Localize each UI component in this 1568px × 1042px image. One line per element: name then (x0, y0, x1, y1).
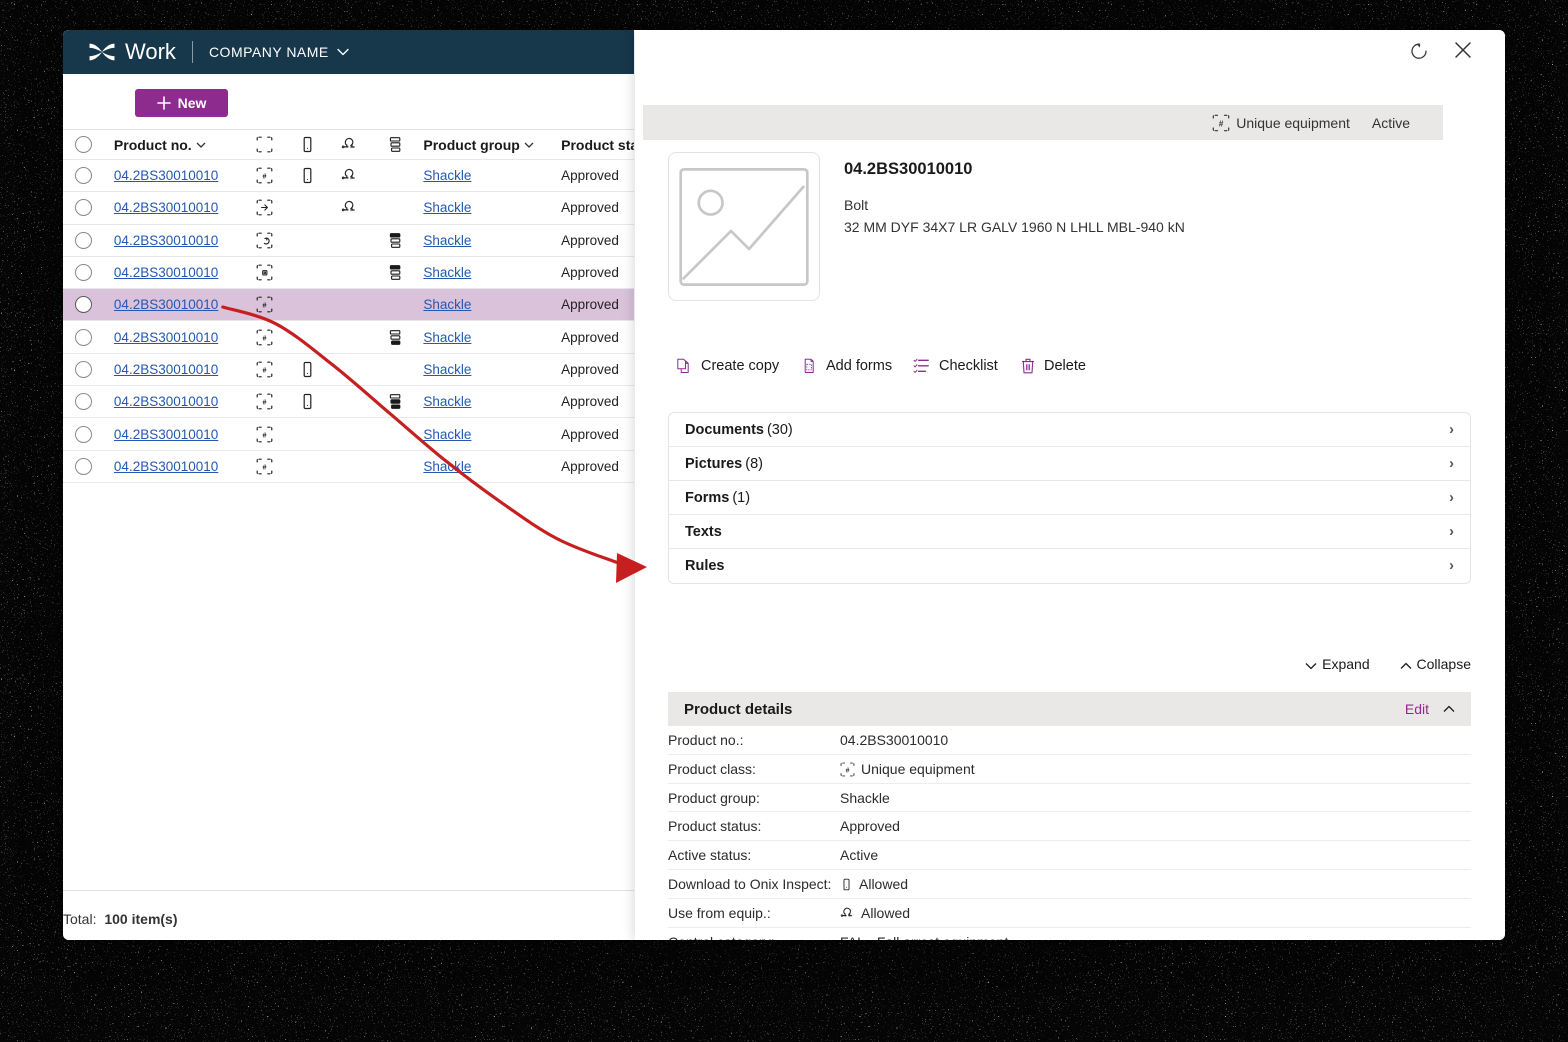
svg-text:#: # (263, 333, 267, 342)
svg-text:#: # (263, 430, 267, 439)
svg-text:#: # (263, 171, 267, 180)
svg-text:#: # (846, 767, 850, 774)
svg-text:#: # (263, 301, 267, 310)
svg-text:#: # (263, 462, 267, 471)
svg-text:#: # (263, 398, 267, 407)
svg-text:#: # (1219, 119, 1224, 128)
svg-text:#: # (263, 365, 267, 374)
